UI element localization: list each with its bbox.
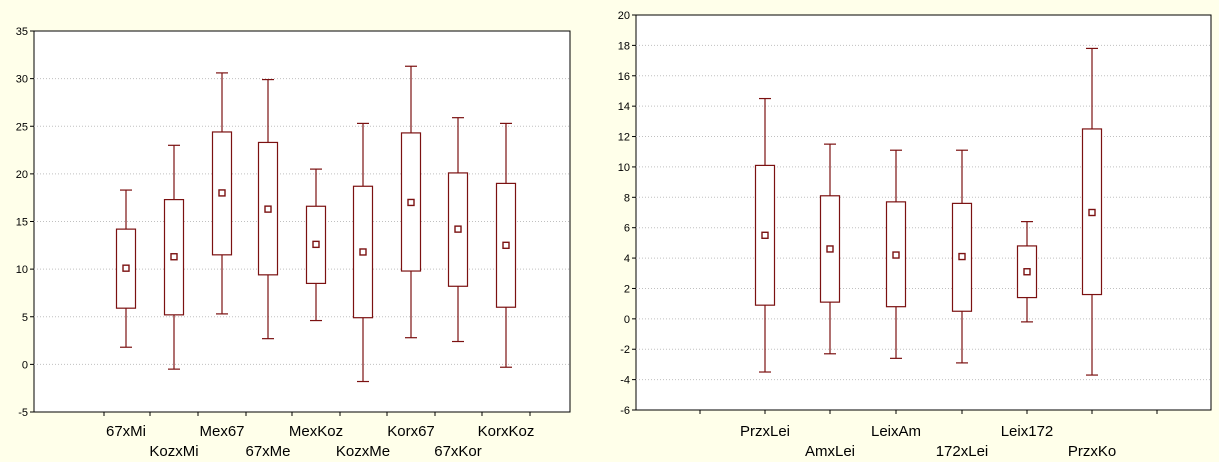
x-tick-label: 172xLei bbox=[936, 443, 989, 460]
x-tick-label: 67xMe bbox=[245, 443, 290, 460]
x-tick-label: Leix172 bbox=[1001, 423, 1054, 440]
x-tick-label: 67xMi bbox=[106, 423, 146, 440]
y-tick-label: 0 bbox=[22, 359, 28, 371]
y-tick-label: 4 bbox=[624, 253, 630, 265]
y-tick-label: 25 bbox=[16, 121, 28, 133]
y-tick-label: -4 bbox=[620, 375, 630, 387]
box-172xLei bbox=[951, 149, 973, 364]
plot-area bbox=[635, 14, 1212, 411]
mean-marker bbox=[826, 245, 834, 253]
y-tick-label: 2 bbox=[624, 283, 630, 295]
x-tick-label: KorxKoz bbox=[478, 423, 535, 440]
mean-marker bbox=[1023, 268, 1031, 276]
x-tick-label: PrzxLei bbox=[740, 423, 790, 440]
chart-panel-2: -6 -4 -2 0 2 4 6 8 10 12 14 16 18 20 PrzxLei AmxLei Leix… bbox=[600, 0, 1219, 462]
y-tick-label: 14 bbox=[618, 101, 630, 113]
mean-marker bbox=[892, 251, 900, 259]
box-PrzxKo bbox=[1081, 47, 1103, 376]
box-KozxMi bbox=[163, 144, 185, 370]
y-tick-label: -6 bbox=[620, 405, 630, 417]
y-tick-label: 10 bbox=[618, 162, 630, 174]
x-tick-label: KozxMe bbox=[336, 443, 390, 460]
y-tick-label: 15 bbox=[16, 217, 28, 229]
box-Mex67 bbox=[211, 72, 233, 315]
mean-marker bbox=[359, 248, 367, 256]
mean-marker bbox=[761, 231, 769, 239]
y-tick-label: 0 bbox=[624, 314, 630, 326]
y-tick-label: 12 bbox=[618, 132, 630, 144]
y-tick-label: 16 bbox=[618, 71, 630, 83]
box-Korx67 bbox=[400, 65, 422, 339]
mean-marker bbox=[1088, 208, 1096, 217]
y-tick-label: -2 bbox=[620, 344, 630, 356]
box-67xKor bbox=[447, 117, 469, 343]
box-KorxKoz bbox=[495, 122, 517, 368]
x-tick-label: AmxLei bbox=[805, 443, 855, 460]
y-tick-label: 20 bbox=[618, 10, 630, 22]
x-tick-label: MexKoz bbox=[289, 423, 343, 440]
y-tick-label: 6 bbox=[624, 223, 630, 235]
mean-marker bbox=[264, 205, 272, 213]
box-67xMe bbox=[257, 78, 279, 340]
y-tick-label: 30 bbox=[16, 74, 28, 86]
y-tick-label: 35 bbox=[16, 26, 28, 38]
x-tick-label: Korx67 bbox=[387, 423, 435, 440]
box-KozxMe bbox=[352, 122, 374, 383]
mean-marker bbox=[170, 253, 178, 261]
mean-marker bbox=[218, 189, 226, 197]
x-tick-label: LeixAm bbox=[871, 423, 921, 440]
mean-marker bbox=[312, 240, 320, 249]
mean-marker bbox=[502, 241, 510, 250]
y-tick-label: 5 bbox=[22, 312, 28, 324]
mean-marker bbox=[454, 225, 462, 233]
mean-marker bbox=[122, 264, 130, 272]
y-tick-label: 18 bbox=[618, 40, 630, 52]
x-tick-label: Mex67 bbox=[199, 423, 244, 440]
mean-marker bbox=[958, 252, 966, 261]
y-tick-label: 10 bbox=[16, 264, 28, 276]
x-tick-label: 67xKor bbox=[434, 443, 482, 460]
box-PrzxLei bbox=[754, 97, 776, 373]
box-67xMi bbox=[115, 189, 137, 348]
y-tick-label: 20 bbox=[16, 169, 28, 181]
box-AmxLei bbox=[819, 143, 841, 355]
box-Leix172 bbox=[1016, 221, 1038, 323]
x-tick-label: KozxMi bbox=[149, 443, 198, 460]
x-tick-label: PrzxKo bbox=[1068, 443, 1116, 460]
box-LeixAm bbox=[885, 149, 907, 359]
box-MexKoz bbox=[305, 168, 327, 322]
mean-marker bbox=[407, 198, 415, 207]
y-tick-label: 8 bbox=[624, 192, 630, 204]
y-tick-label: -5 bbox=[18, 407, 28, 419]
